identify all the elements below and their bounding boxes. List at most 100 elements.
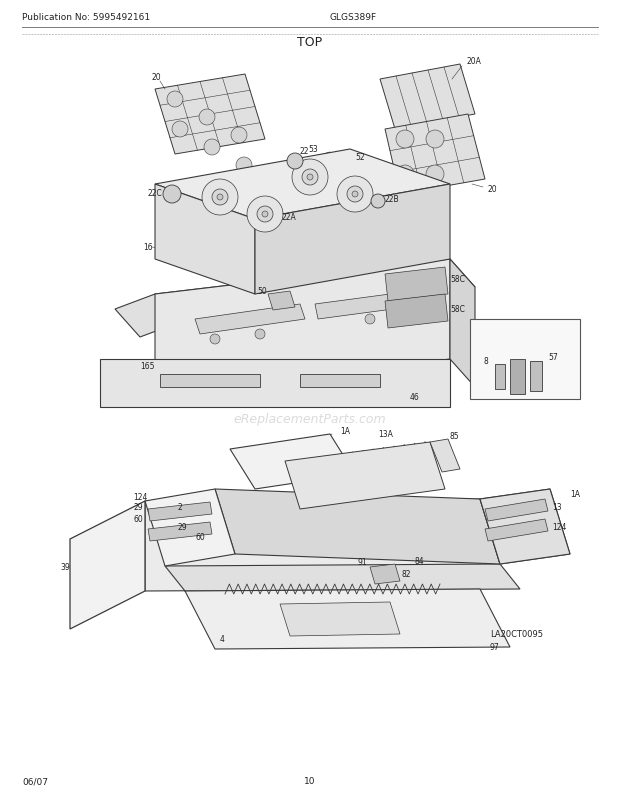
Circle shape [212,190,228,206]
Text: 58C: 58C [450,275,465,284]
Polygon shape [100,359,450,407]
Text: 20: 20 [152,74,162,83]
Text: 97: 97 [490,642,500,652]
Text: 50: 50 [257,287,267,296]
Circle shape [426,131,444,149]
Text: 29: 29 [133,503,143,512]
Text: 124: 124 [552,522,567,531]
Circle shape [247,196,283,233]
Text: 20: 20 [488,185,498,194]
Text: 58C: 58C [450,305,465,314]
Text: 22B: 22B [385,195,400,205]
Text: 20A: 20A [467,58,482,67]
Circle shape [204,140,220,156]
Polygon shape [315,294,393,320]
Text: 60: 60 [195,533,205,542]
Circle shape [396,166,414,184]
Circle shape [292,160,328,196]
Polygon shape [255,184,450,294]
Bar [470,320,580,399]
Polygon shape [450,260,475,387]
Text: 60: 60 [133,515,143,524]
Circle shape [167,92,183,107]
Polygon shape [480,489,570,565]
Text: 22A: 22A [282,213,297,222]
Polygon shape [370,565,400,585]
Polygon shape [155,260,450,395]
Polygon shape [530,362,542,391]
Text: 39: 39 [60,563,70,572]
Polygon shape [230,435,355,489]
Polygon shape [155,150,450,220]
Polygon shape [148,502,212,521]
Polygon shape [430,439,460,472]
Text: LA20CT0095: LA20CT0095 [490,630,543,638]
Polygon shape [495,365,505,390]
Circle shape [255,330,265,339]
Text: 22C: 22C [148,188,162,197]
Polygon shape [285,443,445,509]
Polygon shape [485,520,548,541]
Text: TOP: TOP [298,35,322,48]
Polygon shape [385,294,448,329]
Text: 91: 91 [358,558,368,567]
Circle shape [371,195,385,209]
Text: 2: 2 [178,503,183,512]
Polygon shape [485,500,548,521]
Polygon shape [115,294,180,338]
Text: 1A: 1A [570,490,580,499]
Polygon shape [195,305,305,334]
Circle shape [287,154,303,170]
Circle shape [307,175,313,180]
Text: 46: 46 [410,393,420,402]
Circle shape [426,166,444,184]
Circle shape [396,131,414,149]
Polygon shape [165,565,520,591]
Circle shape [231,128,247,144]
Circle shape [337,176,373,213]
Text: 10: 10 [304,776,316,785]
Polygon shape [148,522,212,541]
Circle shape [217,195,223,200]
Text: 13A: 13A [378,430,393,439]
Circle shape [302,170,318,186]
Text: 06/07: 06/07 [22,776,48,785]
Polygon shape [155,260,475,322]
Text: 13: 13 [552,503,562,512]
Text: 165: 165 [140,362,154,371]
Polygon shape [330,155,354,183]
Circle shape [262,212,268,217]
Circle shape [365,314,375,325]
Text: 29: 29 [178,523,188,532]
Text: GLGS389F: GLGS389F [330,14,377,22]
Circle shape [236,158,252,174]
Polygon shape [160,375,260,387]
Circle shape [347,187,363,203]
Polygon shape [510,359,525,395]
Circle shape [202,180,238,216]
Text: 53: 53 [308,145,317,154]
Polygon shape [268,292,295,310]
Polygon shape [155,75,265,155]
Polygon shape [380,65,475,130]
Circle shape [163,186,181,204]
Text: 52: 52 [355,153,365,162]
Text: 8: 8 [484,357,489,366]
Text: 1A: 1A [340,427,350,436]
Circle shape [172,122,188,138]
Text: 84: 84 [415,557,425,565]
Text: 16: 16 [143,243,153,252]
Polygon shape [385,115,485,195]
Polygon shape [145,500,480,591]
Text: 22: 22 [300,148,309,156]
Text: 4: 4 [220,634,225,644]
Circle shape [257,207,273,223]
Polygon shape [70,501,145,630]
Circle shape [210,334,220,345]
Polygon shape [480,489,570,565]
Text: Publication No: 5995492161: Publication No: 5995492161 [22,14,150,22]
Text: 82: 82 [402,569,412,579]
Polygon shape [155,184,255,294]
Polygon shape [300,375,380,387]
Text: 57: 57 [548,353,558,362]
